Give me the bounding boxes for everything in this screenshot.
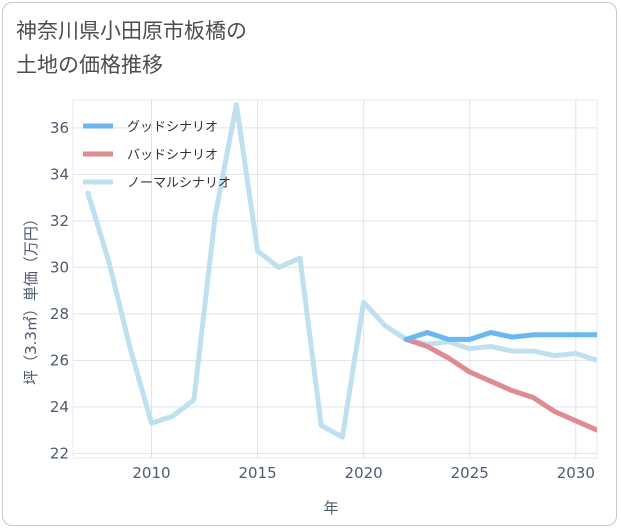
chart-title-line-1: 神奈川県小田原市板橋の <box>16 19 247 43</box>
x-tick-2015: 2015 <box>238 464 276 482</box>
chart-title-line-2: 土地の価格推移 <box>16 53 163 77</box>
series-line-bad-scenario <box>403 336 597 433</box>
y-tick-34: 34 <box>50 165 69 183</box>
x-axis-title: 年 <box>323 499 338 517</box>
x-tick-labels: 2010 2015 2020 2025 2030 <box>132 464 594 482</box>
y-tick-26: 26 <box>50 351 69 369</box>
y-tick-labels: 22 24 26 28 30 32 34 36 <box>50 119 69 462</box>
series-lines <box>85 102 597 440</box>
series-line-good-scenario <box>403 330 597 342</box>
plot-area <box>72 99 598 459</box>
x-tick-2030: 2030 <box>557 464 595 482</box>
legend-label-bad-scenario[interactable]: バッドシナリオ <box>127 148 218 163</box>
y-tick-22: 22 <box>50 444 69 462</box>
y-tick-30: 30 <box>50 258 69 276</box>
legend-label-good-scenario[interactable]: グッドシナリオ <box>127 120 218 135</box>
x-tick-2025: 2025 <box>451 464 489 482</box>
series-line-normal-scenario <box>85 102 597 440</box>
y-axis-title: 坪（3.3㎡）単価（万円） <box>22 211 40 385</box>
grid <box>72 99 598 459</box>
x-tick-2020: 2020 <box>345 464 383 482</box>
x-tick-2010: 2010 <box>132 464 170 482</box>
y-tick-24: 24 <box>50 398 69 416</box>
y-tick-36: 36 <box>50 119 69 137</box>
y-tick-28: 28 <box>50 305 69 323</box>
legend-label-normal-scenario[interactable]: ノーマルシナリオ <box>127 176 231 191</box>
chart-title: 神奈川県小田原市板橋の 土地の価格推移 <box>16 14 247 82</box>
chart-card <box>2 2 617 526</box>
y-tick-32: 32 <box>50 212 69 230</box>
